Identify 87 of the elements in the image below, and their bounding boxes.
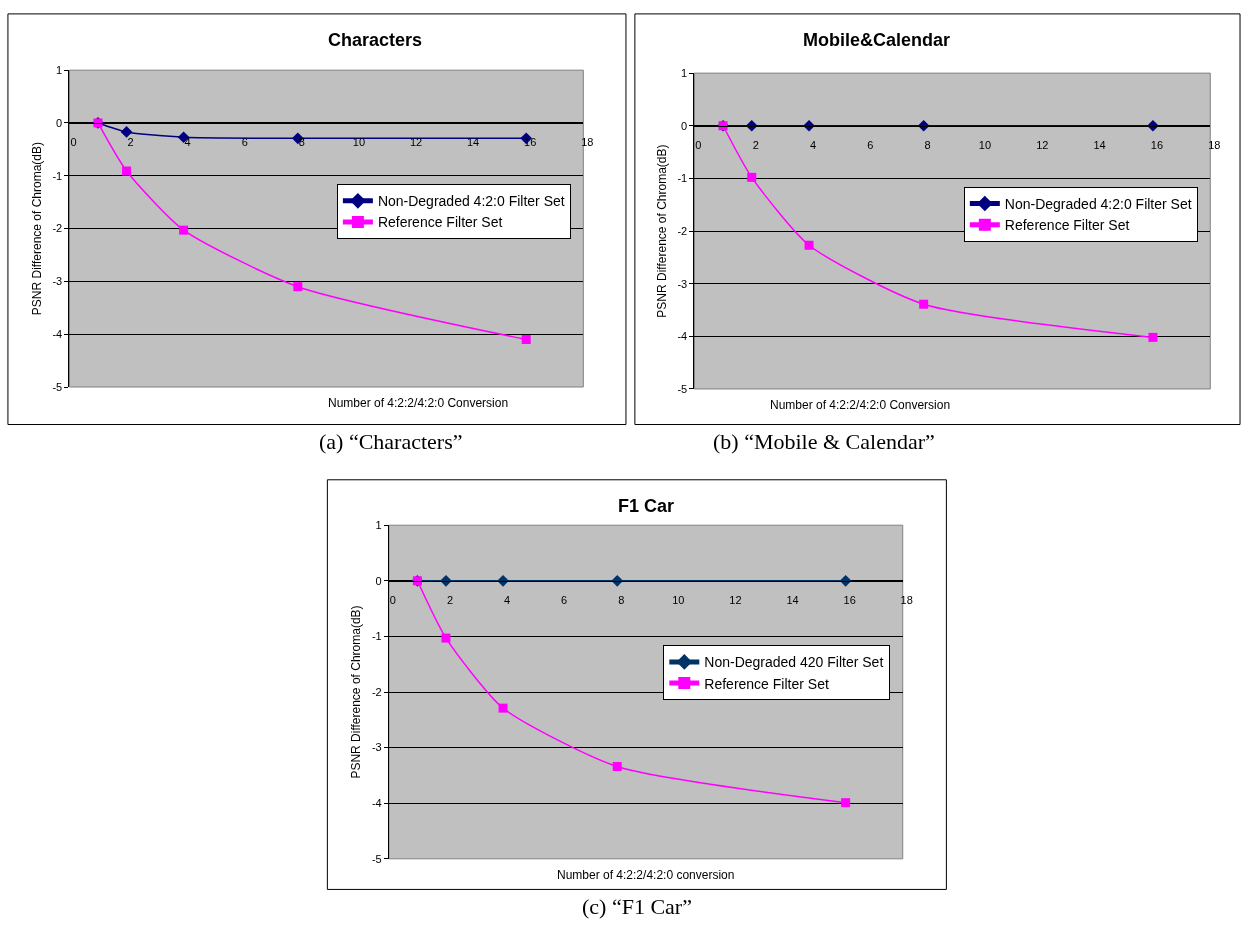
point xyxy=(179,225,189,235)
x-tick-label: 2 xyxy=(127,136,134,149)
y-tick-label: 0 xyxy=(681,119,688,132)
x-tick-label: 4 xyxy=(809,138,817,151)
legend-label: Reference Filter Set xyxy=(377,214,503,231)
x-tick-label: 18 xyxy=(581,136,594,149)
x-tick-label: 8 xyxy=(298,136,305,149)
y-tick-label: -3 xyxy=(677,277,688,290)
y-tick-label: -4 xyxy=(677,330,688,343)
text: (a) “Characters” xyxy=(319,429,463,454)
point xyxy=(441,633,451,643)
chart-title: Characters xyxy=(328,30,423,50)
x-tick-label: 8 xyxy=(618,594,625,606)
y-tick-label: -3 xyxy=(371,741,382,754)
x-tick-label: 0 xyxy=(389,594,396,606)
x-tick-label: 2 xyxy=(446,594,454,606)
x-tick-label: 4 xyxy=(184,136,191,149)
y-tick-label: 1 xyxy=(56,64,63,77)
text: (b) “Mobile & Calendar” xyxy=(713,429,935,454)
point xyxy=(497,574,509,587)
point xyxy=(803,119,815,132)
x-tick-label: 16 xyxy=(843,594,856,606)
x-tick-label: 10 xyxy=(352,136,366,149)
y-tick-label: -5 xyxy=(371,852,382,865)
x-tick-label: 16 xyxy=(524,136,537,149)
x-tick-label: 8 xyxy=(924,138,931,151)
x-tick-label: 6 xyxy=(561,594,568,606)
point xyxy=(498,703,508,713)
point xyxy=(612,762,622,772)
x-tick-label: 0 xyxy=(70,136,77,149)
x-tick-label: 10 xyxy=(978,138,992,151)
y-tick-label: 1 xyxy=(375,519,382,532)
point xyxy=(1148,332,1158,342)
x-axis-title: Number of 4:2:2/4:2:0 Conversion xyxy=(328,396,509,410)
x-tick-label: 12 xyxy=(409,136,423,149)
chart-title: F1 Car xyxy=(618,496,675,516)
y-tick-label: -4 xyxy=(371,797,382,810)
y-tick-label: 1 xyxy=(681,66,688,79)
point xyxy=(919,299,929,309)
legend-label: Reference Filter Set xyxy=(704,675,829,692)
y-tick-label: 0 xyxy=(56,116,63,129)
x-tick-label: 14 xyxy=(466,136,480,149)
y-tick-label: -2 xyxy=(371,685,382,698)
y-tick-label: -1 xyxy=(52,169,63,182)
y-tick-label: -3 xyxy=(52,275,63,288)
legend-label: Reference Filter Set xyxy=(1004,217,1130,234)
y-tick-label: -4 xyxy=(52,328,63,341)
point xyxy=(440,574,452,587)
x-tick-label: 12 xyxy=(729,594,742,606)
point xyxy=(747,172,757,182)
x-tick-label: 0 xyxy=(695,138,702,151)
point xyxy=(521,334,531,344)
point xyxy=(839,574,852,587)
y-tick-label: -2 xyxy=(677,224,688,237)
point xyxy=(122,166,132,176)
x-axis-title: Number of 4:2:2/4:2:0 Conversion xyxy=(770,398,951,412)
y-axis-title: PSNR Difference of Chroma(dB) xyxy=(29,141,44,316)
point xyxy=(1147,119,1159,132)
chart-title: Mobile&Calendar xyxy=(803,30,951,50)
y-tick-label: -5 xyxy=(677,382,688,395)
legend-label: Non-Degraded 4:2:0 Filter Set xyxy=(1004,195,1192,212)
x-tick-label: 4 xyxy=(504,594,511,606)
x-tick-label: 10 xyxy=(672,594,685,606)
x-axis-title: Number of 4:2:2/4:2:0 conversion xyxy=(557,868,735,882)
y-tick-label: 0 xyxy=(375,574,382,587)
x-tick-label: 16 xyxy=(1150,138,1164,151)
x-tick-label: 6 xyxy=(867,138,874,151)
x-tick-label: 12 xyxy=(1036,138,1049,151)
y-tick-label: -1 xyxy=(371,630,382,643)
point xyxy=(804,240,814,250)
x-tick-label: 18 xyxy=(1208,138,1221,151)
y-tick-label: -2 xyxy=(52,222,63,235)
x-tick-label: 6 xyxy=(241,136,248,149)
point xyxy=(120,126,133,138)
x-tick-label: 18 xyxy=(900,594,913,606)
point xyxy=(841,798,851,808)
legend-label: Non-Degraded 420 Filter Set xyxy=(704,654,884,671)
text: (c) “F1 Car” xyxy=(582,894,692,919)
y-axis-title: PSNR Difference of Chroma(dB) xyxy=(654,144,669,318)
x-tick-label: 2 xyxy=(752,138,759,151)
x-tick-label: 14 xyxy=(786,594,799,606)
y-tick-label: -1 xyxy=(677,172,688,185)
y-tick-label: -5 xyxy=(52,380,63,393)
y-axis-title: PSNR Difference of Chroma(dB) xyxy=(349,605,364,779)
point xyxy=(293,282,303,292)
x-tick-label: 14 xyxy=(1093,138,1106,151)
legend-label: Non-Degraded 4:2:0 Filter Set xyxy=(377,193,565,210)
